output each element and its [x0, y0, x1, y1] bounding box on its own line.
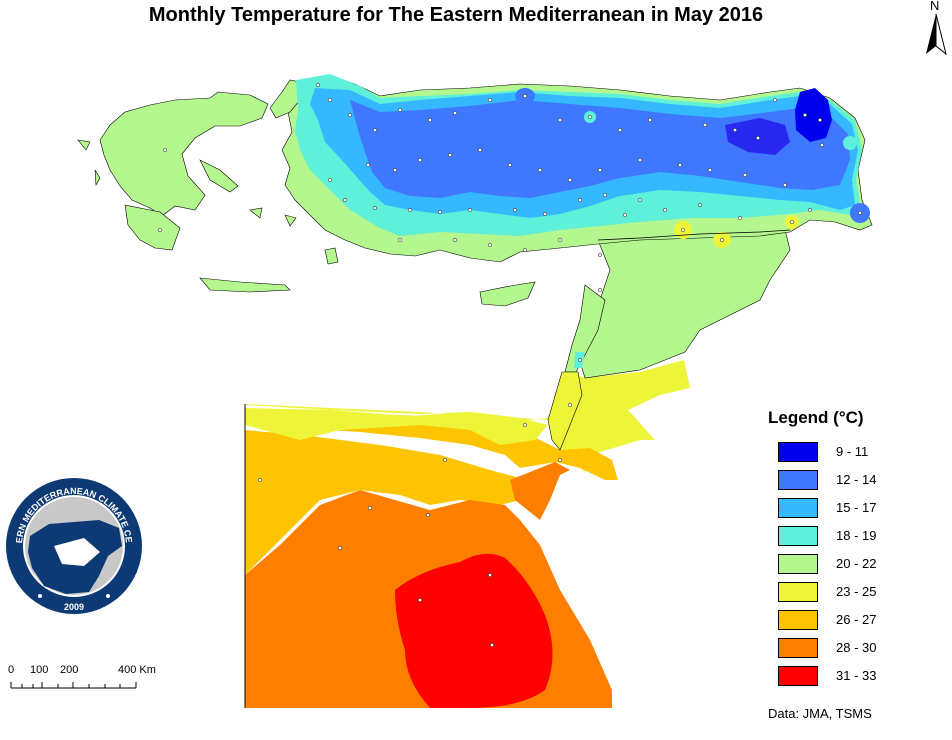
- legend-label: 15 - 17: [836, 500, 877, 515]
- warm-spot-2: [843, 136, 857, 150]
- legend-item: 12 - 14: [778, 470, 948, 492]
- legend-label: 26 - 27: [836, 612, 877, 627]
- greece-mainland: [99, 91, 269, 217]
- scale-label-100: 100: [30, 664, 49, 676]
- legend-label: 28 - 30: [836, 640, 877, 655]
- israel-23-25: [547, 371, 583, 451]
- turkey-region: [269, 74, 873, 263]
- legend-item: 9 - 11: [778, 442, 948, 464]
- map-title: Monthly Temperature for The Eastern Medi…: [148, 4, 764, 26]
- legend-item: 15 - 17: [778, 498, 948, 520]
- scale-bar: 0 100 200 400 Km: [0, 660, 170, 700]
- legend-swatch: [778, 582, 818, 602]
- scale-label-200: 200: [60, 664, 79, 676]
- data-source: Data: JMA, TSMS: [768, 706, 872, 721]
- cold-spot-4: [621, 138, 649, 162]
- scale-label-0: 0: [8, 664, 15, 676]
- legend-label: 23 - 25: [836, 584, 877, 599]
- scale-bar-graphic: [10, 682, 137, 689]
- legend-title: Legend (°C): [768, 408, 864, 427]
- legend-swatch: [778, 442, 818, 462]
- legend-label: 12 - 14: [836, 472, 877, 487]
- station-markers: [158, 83, 862, 647]
- syria-20-22: [577, 229, 791, 379]
- legend-swatch: [778, 554, 818, 574]
- turkey-ne-9-11: [795, 88, 832, 142]
- legend-label: 9 - 11: [836, 444, 869, 459]
- legend: Legend (°C) 9 - 11 12 - 14 15 - 17 18 - …: [768, 408, 952, 708]
- scale-label-400: 400 Km: [118, 664, 156, 676]
- emcc-logo-icon: EASTERN MEDITERRANEAN CLIMATE CENTRE 200…: [1, 468, 142, 614]
- emcc-logo: EASTERN MEDITERRANEAN CLIMATE CENTRE 200…: [1, 468, 144, 616]
- legend-swatch: [778, 610, 818, 630]
- cold-spot-5: [665, 121, 685, 139]
- egypt-northcoast-23-25: [245, 408, 548, 445]
- legend-item: 20 - 22: [778, 554, 948, 576]
- legend-item: 31 - 33: [778, 666, 948, 688]
- legend-item: 28 - 30: [778, 638, 948, 660]
- north-arrow-icon: [926, 13, 947, 56]
- legend-item: 18 - 19: [778, 526, 948, 548]
- legend-swatch: [778, 470, 818, 490]
- cyprus: [479, 281, 536, 307]
- egypt-west-26-27: [245, 430, 520, 575]
- legend-label: 18 - 19: [836, 528, 877, 543]
- legend-swatch: [778, 638, 818, 658]
- legend-label: 31 - 33: [836, 668, 877, 683]
- cold-spot-2: [543, 126, 567, 154]
- crete: [199, 277, 291, 293]
- egypt-sinai-28-30: [510, 462, 570, 520]
- levant-region: [547, 229, 791, 451]
- legend-item: 26 - 27: [778, 610, 948, 632]
- egypt-core-31-33: [395, 553, 553, 708]
- greece-euboea: [199, 159, 239, 193]
- cold-spot-3: [586, 138, 614, 162]
- north-label: N: [930, 0, 940, 13]
- legend-label: 20 - 22: [836, 556, 877, 571]
- legend-swatch: [778, 666, 818, 686]
- egypt-region: [244, 360, 690, 708]
- north-arrow: N: [922, 0, 952, 60]
- logo-year: 2009: [64, 602, 84, 612]
- rhodes: [324, 247, 339, 265]
- greece-peloponnese: [124, 204, 181, 251]
- legend-swatch: [778, 498, 818, 518]
- legend-item: 23 - 25: [778, 582, 948, 604]
- legend-swatch: [778, 526, 818, 546]
